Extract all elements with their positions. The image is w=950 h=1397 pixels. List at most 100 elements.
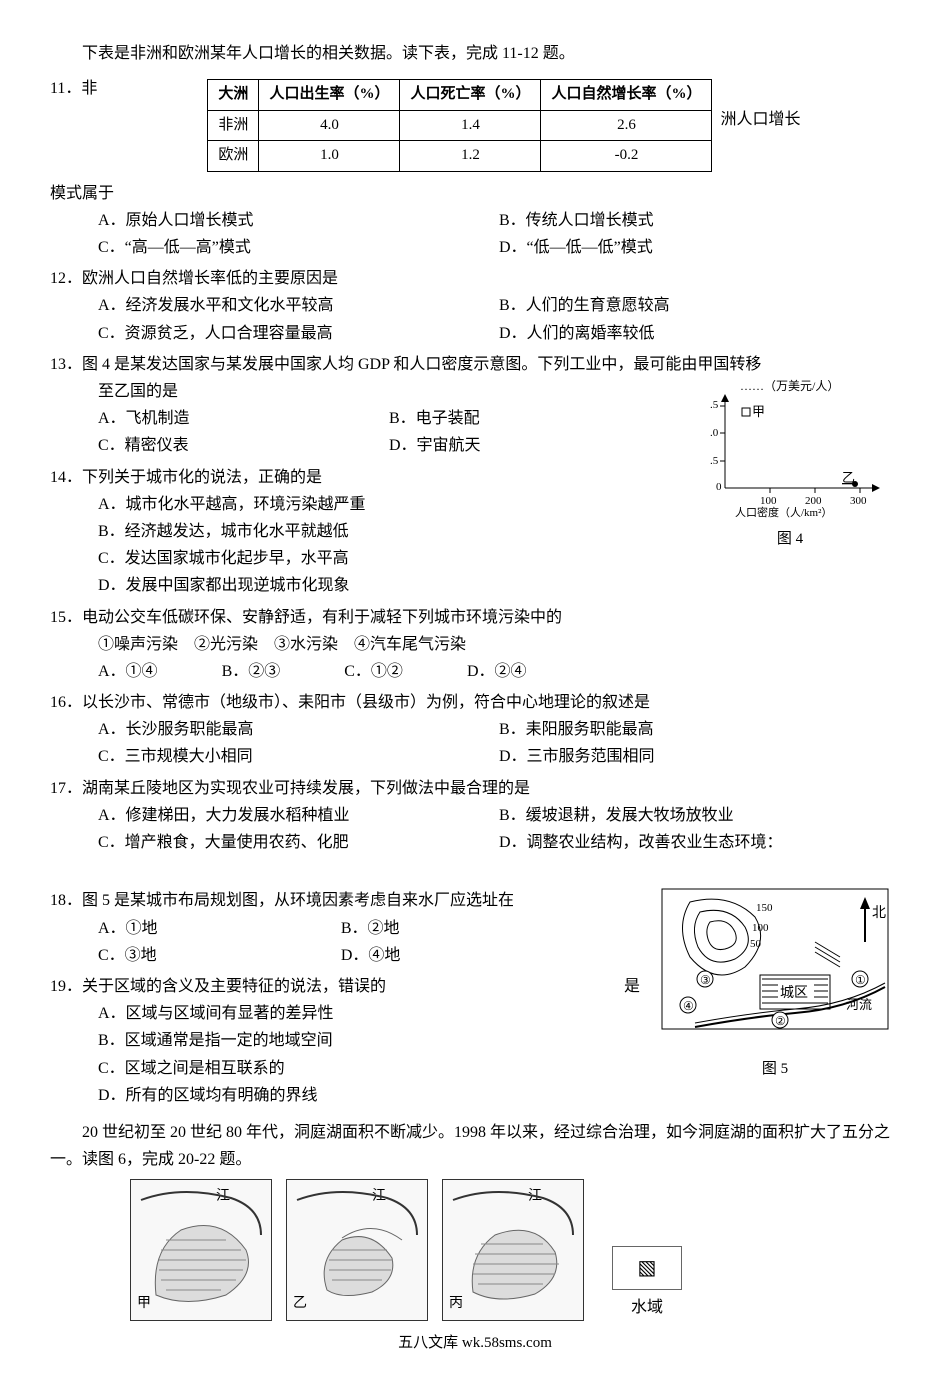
q13-opt-c: C．精密仪表 [98, 432, 389, 459]
q16-opt-a: A．长沙服务职能最高 [98, 716, 499, 743]
map-c: 江 丙 [442, 1179, 584, 1321]
fig4-series-b: 乙 [842, 470, 855, 485]
cell: 1.4 [400, 110, 541, 141]
q17-stem: 17．湖南某丘陵地区为实现农业可持续发展，下列做法中最合理的是 [50, 775, 900, 802]
q16: 16．以长沙市、常德市（地级市）、耒阳市（县级市）为例，符合中心地理论的叙述是 … [50, 689, 900, 771]
ytick: 0 [716, 481, 722, 493]
q16-opt-d: D．三市服务范围相同 [499, 743, 900, 770]
q12-opt-c: C．资源贫乏，人口合理容量最高 [98, 320, 499, 347]
figure-4: ……（万美元/人） .5 .0 .5 0 100 200 300 人口密度（人/… [690, 378, 890, 553]
q19-before: 19．关于区域的含义及主要特征的说法，错误的 [50, 978, 386, 995]
q11-opt-a: A．原始人口增长模式 [98, 207, 499, 234]
table-row: 欧洲 1.0 1.2 -0.2 [208, 141, 712, 172]
q17-opt-d: D．调整农业结构，改善农业生态环境： [499, 829, 900, 856]
xtick: 100 [760, 495, 777, 507]
marker-1: ① [855, 973, 866, 987]
q15-items: ①噪声污染 ②光污染 ③水污染 ④汽车尾气污染 [98, 631, 900, 658]
table-header: 人口自然增长率（%） [541, 80, 712, 111]
xtick: 300 [850, 495, 867, 507]
legend: ▧ 水域 [612, 1246, 682, 1321]
legend-text: 水域 [612, 1294, 682, 1321]
q17-opt-a: A．修建梯田，大力发展水稻种植业 [98, 802, 499, 829]
map-a-label: 甲 [137, 1292, 151, 1316]
fig4-series-a: 甲 [752, 404, 765, 419]
q17-opt-c: C．增产粮食，大量使用农药、化肥 [98, 829, 499, 856]
q15-opt-a: A．①④ [98, 658, 158, 685]
table-header: 大洲 [208, 80, 259, 111]
population-table: 大洲 人口出生率（%） 人口死亡率（%） 人口自然增长率（%） 非洲 4.0 1… [207, 79, 712, 172]
fig5-caption: 图 5 [660, 1057, 890, 1083]
q11-opt-c: C．“高—低—高”模式 [98, 234, 499, 261]
q13-opt-b: B．电子装配 [389, 405, 680, 432]
xtick: 200 [805, 495, 822, 507]
map-b: 江 乙 [286, 1179, 428, 1321]
q18-opt-d: D．④地 [341, 942, 584, 969]
cell: -0.2 [541, 141, 712, 172]
q13-opt-d: D．宇宙航天 [389, 432, 680, 459]
q12-opt-d: D．人们的离婚率较低 [499, 320, 900, 347]
contour-label: 150 [756, 902, 773, 914]
q18-opt-c: C．③地 [98, 942, 341, 969]
q15-opt-d: D．②④ [467, 658, 527, 685]
q15: 15．电动公交车低碳环保、安静舒适，有利于减轻下列城市环境污染中的 ①噪声污染 … [50, 604, 900, 686]
marker-4: ④ [683, 999, 694, 1013]
q18-block: 150 100 50 北 城区 [50, 887, 900, 1109]
q16-opt-b: B．耒阳服务职能最高 [499, 716, 900, 743]
cell: 1.2 [400, 141, 541, 172]
ytick: .5 [710, 455, 719, 467]
legend-icon: ▧ [617, 1251, 677, 1285]
q11-opt-d: D．“低—低—低”模式 [499, 234, 900, 261]
q12-opt-b: B．人们的生育意愿较高 [499, 292, 900, 319]
fig4-xlabel: 人口密度（人/km²） [735, 505, 832, 518]
table-header: 人口出生率（%） [259, 80, 400, 111]
q12: 12．欧洲人口自然增长率低的主要原因是 A．经济发展水平和文化水平较高 B．人们… [50, 265, 900, 347]
ytick: .0 [710, 427, 719, 439]
fig4-ylabel: ……（万美元/人） [740, 379, 839, 393]
cell: 4.0 [259, 110, 400, 141]
river-label: 河流 [846, 997, 872, 1012]
q13-block: 13．图 4 是某发达国家与某发展中国家人均 GDP 和人口密度示意图。下列工业… [50, 351, 900, 600]
q15-stem: 15．电动公交车低碳环保、安静舒适，有利于减轻下列城市环境污染中的 [50, 604, 900, 631]
q15-opt-b: B．②③ [222, 658, 281, 685]
marker-2: ② [775, 1014, 786, 1028]
fig4-caption: 图 4 [690, 527, 890, 553]
q13-opt-a: A．飞机制造 [98, 405, 389, 432]
city-label: 城区 [780, 985, 808, 1001]
page-footer: 五八文库 wk.58sms.com [50, 1331, 900, 1357]
q11-opt-b: B．传统人口增长模式 [499, 207, 900, 234]
q19-opt-d: D．所有的区域均有明确的界线 [98, 1082, 900, 1109]
map-a: 江 甲 [130, 1179, 272, 1321]
map-b-label: 乙 [293, 1292, 307, 1316]
intro-2: 20 世纪初至 20 世纪 80 年代，洞庭湖面积不断减少。1998 年以来，经… [50, 1119, 900, 1173]
cell: 1.0 [259, 141, 400, 172]
q15-opt-c: C．①② [344, 658, 403, 685]
table-row: 非洲 4.0 1.4 2.6 [208, 110, 712, 141]
cell: 欧洲 [208, 141, 259, 172]
q11-after: 洲人口增长 [720, 75, 800, 165]
map-c-label: 丙 [449, 1292, 463, 1316]
contour-label: 50 [750, 938, 762, 950]
q17-opt-b: B．缓坡退耕，发展大牧场放牧业 [499, 802, 900, 829]
contour-label: 100 [752, 922, 769, 934]
q11-row: 11．非 大洲 人口出生率（%） 人口死亡率（%） 人口自然增长率（%） 非洲 … [50, 75, 900, 180]
table-header: 人口死亡率（%） [400, 80, 541, 111]
q11-options: A．原始人口增长模式 B．传统人口增长模式 C．“高—低—高”模式 D．“低—低… [98, 207, 900, 261]
north-label: 北 [872, 905, 886, 921]
q14-opt-d: D．发展中国家都出现逆城市化现象 [98, 572, 900, 599]
ytick: .5 [710, 399, 719, 411]
cell: 2.6 [541, 110, 712, 141]
q11-prefix: 11．非 [50, 75, 97, 102]
q11-stem: 模式属于 [50, 180, 900, 207]
q19-after: 是 [624, 973, 640, 1000]
q12-stem: 12．欧洲人口自然增长率低的主要原因是 [50, 265, 900, 292]
q18-opt-a: A．①地 [98, 915, 341, 942]
marker-3: ③ [700, 973, 711, 987]
cell: 非洲 [208, 110, 259, 141]
q16-opt-c: C．三市规模大小相同 [98, 743, 499, 770]
q12-opt-a: A．经济发展水平和文化水平较高 [98, 292, 499, 319]
q16-stem: 16．以长沙市、常德市（地级市）、耒阳市（县级市）为例，符合中心地理论的叙述是 [50, 689, 900, 716]
intro-1: 下表是非洲和欧洲某年人口增长的相关数据。读下表，完成 11-12 题。 [50, 40, 900, 67]
q17: 17．湖南某丘陵地区为实现农业可持续发展，下列做法中最合理的是 A．修建梯田，大… [50, 775, 900, 857]
maps-row: 江 甲 江 乙 江 [130, 1179, 900, 1321]
figure-5: 150 100 50 北 城区 [660, 887, 890, 1082]
